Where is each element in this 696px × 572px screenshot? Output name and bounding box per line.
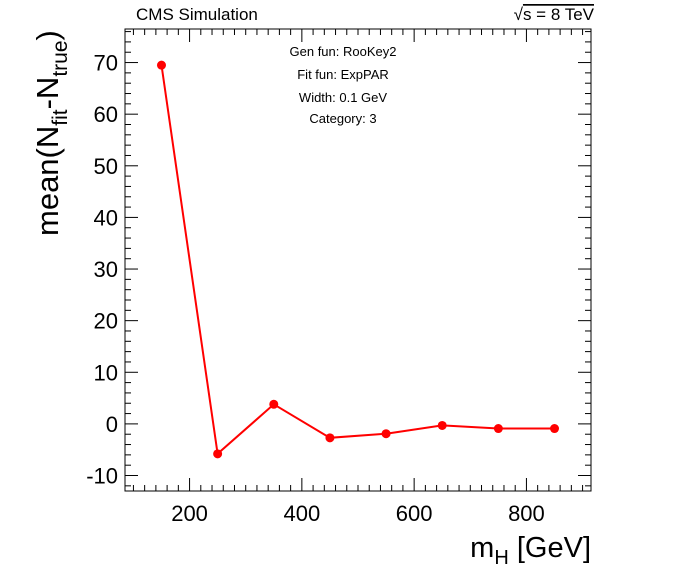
x-tick-label: 200 (171, 501, 208, 526)
data-point (213, 449, 223, 459)
annotation-fit-fun: Fit fun: ExpPAR (297, 67, 389, 82)
data-point (269, 399, 279, 409)
sqrt-symbol: √ (514, 5, 524, 24)
header-left: CMS Simulation (136, 5, 258, 24)
y-tick-label: 50 (94, 154, 118, 179)
data-point (381, 429, 391, 439)
x-tick-label: 800 (508, 501, 545, 526)
data-point (493, 424, 503, 434)
annotation-width: Width: 0.1 GeV (299, 90, 387, 105)
axis-ticks (125, 29, 591, 491)
x-axis-label: mH [GeV] (470, 532, 591, 569)
y-tick-label: 30 (94, 257, 118, 282)
x-tick-label: 400 (283, 501, 320, 526)
series-line (160, 64, 555, 456)
annotation-category: Category: 3 (309, 111, 376, 126)
y-tick-label: 70 (94, 51, 118, 76)
annotation-gen-fun: Gen fun: RooKey2 (290, 44, 397, 59)
data-point (156, 60, 166, 70)
annotation-box: Gen fun: RooKey2 Fit fun: ExpPAR Width: … (290, 44, 397, 126)
data-point (550, 424, 560, 434)
y-tick-label: -10 (86, 464, 118, 489)
x-tick-label: 600 (396, 501, 433, 526)
y-tick-label: 40 (94, 205, 118, 230)
y-tick-label: 60 (94, 102, 118, 127)
y-tick-label: 10 (94, 360, 118, 385)
energy-label: s = 8 TeV (523, 5, 595, 24)
y-axis-label: mean(Nfit-Ntrue) (30, 30, 72, 236)
data-point (437, 420, 447, 430)
data-point (325, 433, 335, 443)
header-right: √s = 8 TeV (514, 5, 595, 24)
y-tick-label: 0 (106, 412, 118, 437)
series-points (156, 60, 560, 459)
tick-labels: 200 400 600 800 -10 0 10 20 30 40 50 60 70 (86, 51, 545, 526)
y-tick-label: 20 (94, 309, 118, 334)
